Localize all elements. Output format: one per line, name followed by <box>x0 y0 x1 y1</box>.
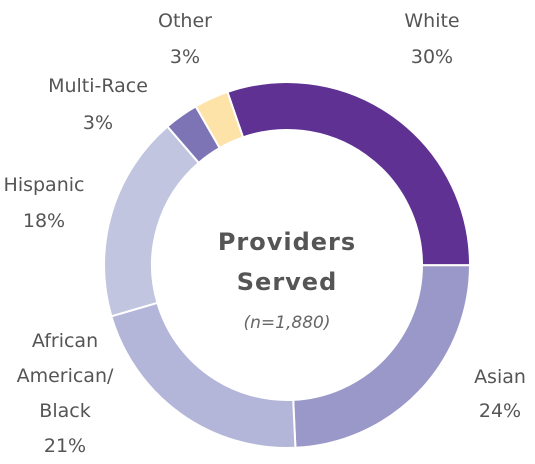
value-label: 3% <box>169 46 201 68</box>
value-label: 3% <box>82 112 114 134</box>
value-label: 30% <box>410 46 454 68</box>
category-label: Multi-Race <box>48 75 148 97</box>
category-label: Other <box>158 10 212 32</box>
category-label: African American/ Black <box>16 330 114 422</box>
donut-segment <box>103 125 201 318</box>
value-label: 21% <box>43 435 87 457</box>
category-label: White <box>404 10 460 32</box>
value-label: 24% <box>478 400 522 422</box>
category-label: Asian <box>474 366 526 388</box>
value-label: 18% <box>22 210 66 232</box>
chart-subtitle: (n=1,880) <box>243 313 331 333</box>
chart-title: Providers Served <box>217 228 357 296</box>
donut-segment <box>194 90 245 150</box>
category-label: Hispanic <box>3 174 85 196</box>
